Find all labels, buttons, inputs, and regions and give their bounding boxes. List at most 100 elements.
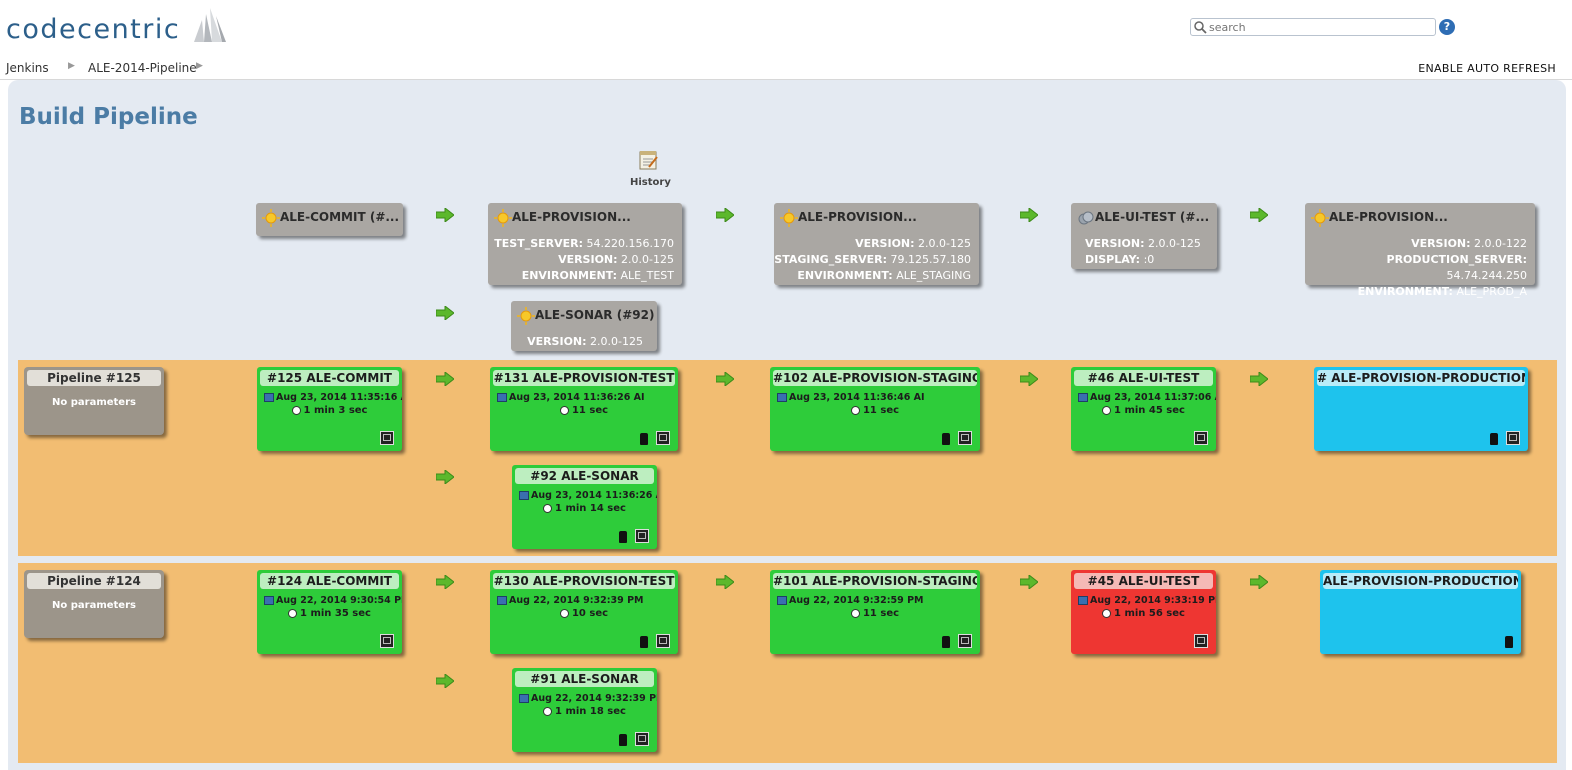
trigger-icon[interactable] — [1505, 636, 1513, 648]
sunny-icon — [1311, 209, 1329, 227]
build-duration: 1 min 45 sec — [1071, 405, 1216, 416]
console-icon[interactable] — [635, 732, 649, 746]
console-icon[interactable] — [380, 431, 394, 445]
build-date: Aug 22, 2014 9:32:39 PM — [497, 595, 643, 606]
console-icon[interactable] — [656, 634, 670, 648]
breadcrumb-separator-icon: ▶ — [196, 61, 203, 71]
build-title: #102 ALE-PROVISION-STAGING — [773, 370, 977, 386]
job-header-ale-provision-test[interactable]: ALE-PROVISION... TEST_SERVER: 54.220.156… — [488, 203, 682, 285]
console-icon[interactable] — [656, 431, 670, 445]
build-card[interactable]: #101 ALE-PROVISION-STAGING Aug 22, 2014 … — [770, 570, 980, 654]
build-title: # ALE-PROVISION-PRODUCTION — [1317, 370, 1525, 386]
build-title: #101 ALE-PROVISION-STAGING — [773, 573, 977, 589]
build-date: Aug 23, 2014 11:36:26 AI — [497, 392, 645, 403]
calendar-icon — [777, 596, 787, 605]
enable-auto-refresh-link[interactable]: ENABLE AUTO REFRESH — [1418, 62, 1556, 75]
build-title: #124 ALE-COMMIT — [260, 573, 399, 589]
trigger-icon[interactable] — [942, 636, 950, 648]
login-link[interactable]: log in | sign up — [1466, 20, 1558, 33]
pipeline-params: No parameters — [52, 600, 136, 611]
build-duration: 11 sec — [490, 405, 678, 416]
job-header-title: ALE-PROVISION... — [1329, 210, 1448, 224]
console-icon[interactable] — [635, 529, 649, 543]
job-header-ale-provision-production[interactable]: ALE-PROVISION... VERSION: 2.0.0-122 PROD… — [1305, 203, 1535, 298]
clock-icon — [559, 608, 569, 618]
calendar-icon — [519, 694, 529, 703]
build-title: #92 ALE-SONAR — [515, 468, 654, 484]
build-duration: 10 sec — [490, 608, 678, 619]
clock-icon — [543, 503, 553, 513]
console-icon[interactable] — [380, 634, 394, 648]
history-icon — [639, 151, 658, 170]
job-header-ale-commit[interactable]: ALE-COMMIT (#... — [256, 203, 403, 236]
calendar-icon — [497, 393, 507, 402]
build-card[interactable]: # ALE-PROVISION-PRODUCTION — [1314, 367, 1528, 451]
trigger-icon[interactable] — [619, 734, 627, 746]
clock-icon — [850, 608, 860, 618]
history-button[interactable]: History — [630, 149, 671, 188]
job-header-ale-sonar[interactable]: ALE-SONAR (#92) VERSION: 2.0.0-125 — [511, 301, 657, 351]
calendar-icon — [264, 393, 274, 402]
pipeline-label[interactable]: Pipeline #125 No parameters — [24, 367, 164, 435]
job-header-ale-ui-test[interactable]: ALE-UI-TEST (#... VERSION: 2.0.0-125 DIS… — [1071, 203, 1217, 269]
job-header-params: VERSION: 2.0.0-125 — [527, 335, 643, 348]
arrow-right-icon — [1250, 575, 1268, 589]
help-icon[interactable]: ? — [1439, 19, 1455, 35]
job-header-title: ALE-SONAR (#92) — [535, 308, 655, 322]
console-icon[interactable] — [1194, 634, 1208, 648]
search-input[interactable] — [1209, 19, 1429, 35]
arrow-right-icon — [436, 372, 454, 386]
build-title: ALE-PROVISION-PRODUCTION — [1323, 573, 1518, 589]
build-title: #91 ALE-SONAR — [515, 671, 654, 687]
arrow-right-icon — [436, 306, 454, 320]
logo[interactable]: codecentric — [6, 14, 181, 45]
arrow-right-icon — [716, 208, 734, 222]
build-date: Aug 22, 2014 9:33:19 PM — [1078, 595, 1216, 606]
clock-icon — [559, 405, 569, 415]
arrow-right-icon — [716, 372, 734, 386]
pipeline-title: Pipeline #125 — [27, 370, 161, 386]
pipeline-label[interactable]: Pipeline #124 No parameters — [24, 570, 164, 638]
logo-mark-icon — [194, 8, 226, 42]
arrow-right-icon — [436, 208, 454, 222]
breadcrumb-jenkins[interactable]: Jenkins — [6, 61, 49, 75]
build-duration: 1 min 35 sec — [257, 608, 402, 619]
console-icon[interactable] — [1194, 431, 1208, 445]
job-header-params: TEST_SERVER: 54.220.156.170 VERSION: 2.0… — [494, 237, 674, 282]
clock-icon — [1102, 405, 1112, 415]
console-icon[interactable] — [958, 634, 972, 648]
search-box[interactable] — [1190, 18, 1436, 36]
build-title: #45 ALE-UI-TEST — [1074, 573, 1213, 589]
job-header-ale-provision-staging[interactable]: ALE-PROVISION... VERSION: 2.0.0-125 STAG… — [774, 203, 979, 285]
clock-icon — [288, 608, 298, 618]
trigger-icon[interactable] — [619, 531, 627, 543]
breadcrumb-pipeline[interactable]: ALE-2014-Pipeline — [88, 61, 197, 75]
build-card[interactable]: #124 ALE-COMMIT Aug 22, 2014 9:30:54 PM … — [257, 570, 402, 654]
build-title: #46 ALE-UI-TEST — [1074, 370, 1213, 386]
arrow-right-icon — [436, 575, 454, 589]
trigger-icon[interactable] — [640, 433, 648, 445]
breadcrumb-separator-icon: ▶ — [68, 61, 75, 71]
build-card[interactable]: #125 ALE-COMMIT Aug 23, 2014 11:35:16 AI… — [257, 367, 402, 451]
build-duration: 1 min 56 sec — [1071, 608, 1216, 619]
trigger-icon[interactable] — [942, 433, 950, 445]
build-card[interactable]: #91 ALE-SONAR Aug 22, 2014 9:32:39 PM 1 … — [512, 668, 657, 752]
trigger-icon[interactable] — [640, 636, 648, 648]
build-card[interactable]: #102 ALE-PROVISION-STAGING Aug 23, 2014 … — [770, 367, 980, 451]
console-icon[interactable] — [958, 431, 972, 445]
build-card[interactable]: #45 ALE-UI-TEST Aug 22, 2014 9:33:19 PM … — [1071, 570, 1216, 654]
build-card[interactable]: #92 ALE-SONAR Aug 23, 2014 11:36:26 AI 1… — [512, 465, 657, 549]
arrow-right-icon — [1020, 208, 1038, 222]
calendar-icon — [1078, 596, 1088, 605]
build-card[interactable]: #131 ALE-PROVISION-TEST Aug 23, 2014 11:… — [490, 367, 678, 451]
sunny-icon — [494, 209, 512, 227]
console-icon[interactable] — [1506, 431, 1520, 445]
build-card[interactable]: #130 ALE-PROVISION-TEST Aug 22, 2014 9:3… — [490, 570, 678, 654]
arrow-right-icon — [1250, 208, 1268, 222]
sunny-icon — [780, 209, 798, 227]
job-header-params: VERSION: 2.0.0-122 PRODUCTION_SERVER: 54… — [1357, 237, 1527, 298]
trigger-icon[interactable] — [1490, 433, 1498, 445]
build-card[interactable]: ALE-PROVISION-PRODUCTION — [1320, 570, 1521, 654]
arrow-right-icon — [436, 470, 454, 484]
build-card[interactable]: #46 ALE-UI-TEST Aug 23, 2014 11:37:06 AI… — [1071, 367, 1216, 451]
